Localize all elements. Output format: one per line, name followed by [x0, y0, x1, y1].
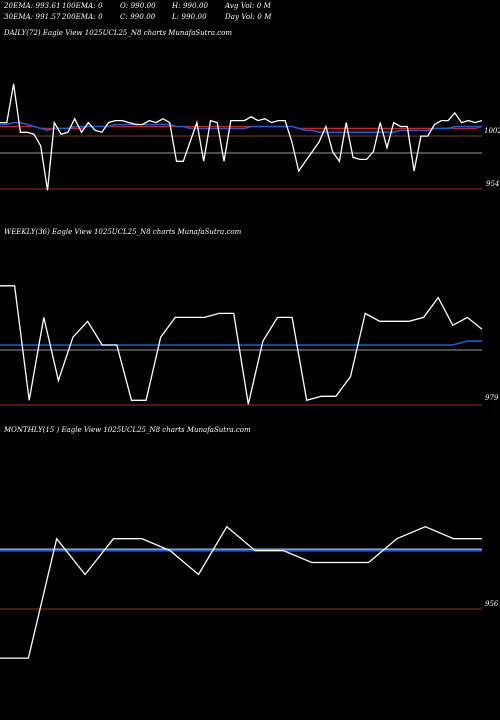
daily-y-tick-1002: 1002 [484, 127, 500, 135]
weekly-price-line [0, 285, 483, 405]
open-label: O: 990.00 [120, 2, 156, 10]
weekly-panel-title: WEEKLY(36) Eagle View 1025UCL25_N8 chart… [4, 228, 242, 236]
weekly-panel: 979 [0, 285, 499, 406]
close-label: C: 990.00 [120, 13, 156, 21]
weekly-y-tick-979: 979 [485, 394, 499, 402]
daily-y-tick-954: 954 [486, 180, 499, 188]
daily-ema-red-line [0, 125, 483, 129]
monthly-price-line [0, 525, 482, 659]
daily-panel: 1002 954 [0, 83, 500, 191]
avg-vol-label: Avg Vol: 0 M [225, 2, 271, 10]
high-label: H: 990.00 [172, 2, 209, 10]
daily-ema-blue-line [0, 121, 482, 134]
ema100-label: 100EMA: 0 [62, 2, 103, 10]
ema200-label: 200EMA: 0 [62, 13, 103, 21]
daily-price-line [0, 83, 483, 191]
ema20-label: 20EMA: 993.61 [4, 2, 61, 10]
monthly-panel-title: MONTHLY(15 ) Eagle View 1025UCL25_N8 cha… [4, 426, 251, 434]
weekly-ema-blue-line [0, 340, 482, 346]
monthly-panel: 956 [0, 525, 499, 659]
daily-panel-title: DAILY(72) Eagle View 1025UCL25_N8 charts… [4, 29, 233, 37]
ema30-label: 30EMA: 991.57 [4, 13, 61, 21]
low-label: L: 990.00 [172, 13, 207, 21]
day-vol-label: Day Vol: 0 M [225, 13, 272, 21]
monthly-y-tick-956: 956 [485, 600, 499, 608]
